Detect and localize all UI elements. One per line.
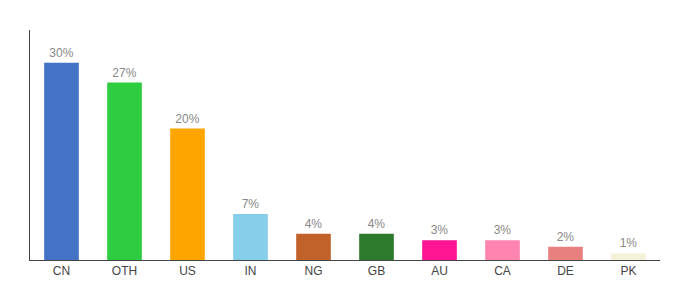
svg-text:3%: 3%	[494, 223, 512, 237]
svg-text:3%: 3%	[431, 223, 449, 237]
svg-text:4%: 4%	[368, 217, 386, 231]
svg-text:PK: PK	[620, 264, 636, 278]
svg-text:NG: NG	[305, 264, 323, 278]
svg-text:4%: 4%	[305, 217, 323, 231]
svg-text:1%: 1%	[620, 236, 638, 250]
svg-text:US: US	[179, 264, 196, 278]
svg-text:2%: 2%	[557, 230, 575, 244]
svg-text:OTH: OTH	[112, 264, 137, 278]
svg-text:IN: IN	[245, 264, 257, 278]
svg-text:7%: 7%	[242, 197, 260, 211]
svg-text:27%: 27%	[112, 66, 136, 80]
svg-text:AU: AU	[431, 264, 448, 278]
svg-text:CN: CN	[53, 264, 70, 278]
svg-text:30%: 30%	[49, 46, 73, 60]
svg-text:CA: CA	[494, 264, 511, 278]
svg-text:DE: DE	[557, 264, 574, 278]
svg-text:GB: GB	[368, 264, 385, 278]
svg-text:20%: 20%	[175, 112, 199, 126]
